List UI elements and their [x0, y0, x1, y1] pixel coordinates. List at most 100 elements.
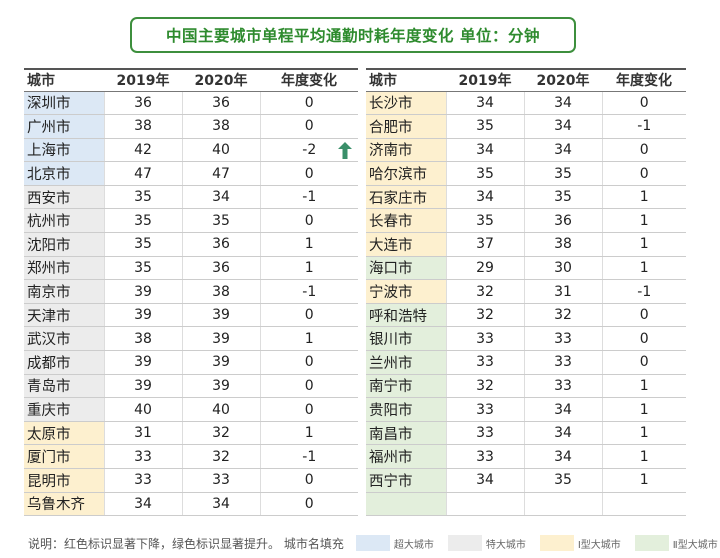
table-row: 沈阳市 35 36 1: [24, 232, 358, 257]
table-row: [366, 492, 686, 517]
change-cell: 0: [260, 374, 358, 399]
change-cell: 1: [602, 185, 686, 210]
value-2020-cell: 40: [182, 138, 261, 163]
column-header-2019: 2019年: [104, 68, 182, 92]
legend-label: Ⅱ型大城市: [672, 539, 718, 551]
value-2020-cell: 39: [182, 350, 261, 375]
legend-label: Ⅰ型大城市: [577, 539, 621, 551]
table-row: 宁波市 32 31 -1: [366, 279, 686, 304]
change-cell: 0: [602, 138, 686, 163]
legend-item-type1: Ⅰ型大城市: [539, 535, 621, 551]
value-2020-cell: 38: [182, 114, 261, 139]
table-row: 杭州市 35 35 0: [24, 208, 358, 234]
change-cell: 0: [602, 91, 686, 116]
column-header-city: 城市: [366, 68, 446, 92]
table-row: 天津市 39 39 0: [24, 303, 358, 328]
column-header-2020: 2020年: [182, 68, 260, 92]
city-name-cell: 西安市: [24, 185, 105, 210]
value-2019-cell: 35: [446, 114, 525, 139]
value-2020-cell: [524, 492, 603, 517]
change-cell: 1: [602, 374, 686, 399]
value-2020-cell: 38: [182, 279, 261, 304]
table-header-row: 城市 2019年 2020年 年度变化: [24, 68, 358, 92]
value-2020-cell: 35: [524, 468, 603, 493]
city-name-cell: 福州市: [366, 444, 447, 469]
table-row: 福州市 33 34 1: [366, 444, 686, 469]
column-header-change: 年度变化: [260, 68, 358, 92]
city-name-cell: 重庆市: [24, 397, 105, 422]
value-2019-cell: 35: [104, 256, 183, 281]
table-row: 合肥市 35 34 -1: [366, 114, 686, 139]
value-2020-cell: 32: [182, 444, 261, 469]
value-2020-cell: 36: [182, 232, 261, 257]
value-2020-cell: 34: [182, 492, 261, 517]
table-row: 武汉市 38 39 1: [24, 326, 358, 352]
city-name-cell: 济南市: [366, 138, 447, 163]
table-row: 西安市 35 34 -1: [24, 185, 358, 210]
value-2019-cell: 35: [446, 161, 525, 186]
value-2019-cell: 40: [104, 397, 183, 422]
legend-swatch: [634, 535, 669, 551]
change-cell: [602, 492, 686, 517]
city-name-cell: 西宁市: [366, 468, 447, 493]
change-cell: 1: [602, 232, 686, 257]
value-2019-cell: 35: [104, 232, 183, 257]
change-cell: 0: [260, 350, 358, 375]
value-2020-cell: 38: [524, 232, 603, 257]
value-2019-cell: 33: [446, 421, 525, 446]
table-row: 长春市 35 36 1: [366, 208, 686, 234]
city-name-cell: 北京市: [24, 161, 105, 186]
table-row: 济南市 34 34 0: [366, 138, 686, 163]
city-name-cell: 乌鲁木齐: [24, 492, 105, 517]
value-2020-cell: 36: [524, 208, 603, 234]
table-row: 重庆市 40 40 0: [24, 397, 358, 422]
value-2020-cell: 32: [182, 421, 261, 446]
column-header-2020: 2020年: [524, 68, 602, 92]
value-2020-cell: 33: [524, 326, 603, 352]
value-2020-cell: 47: [182, 161, 261, 186]
city-name-cell: 长春市: [366, 208, 447, 234]
value-2019-cell: 33: [446, 444, 525, 469]
change-cell: 0: [602, 326, 686, 352]
change-cell: 0: [260, 468, 358, 493]
value-2020-cell: 33: [524, 374, 603, 399]
table-row: 兰州市 33 33 0: [366, 350, 686, 375]
city-name-cell: 青岛市: [24, 374, 105, 399]
city-name-cell: 海口市: [366, 256, 447, 281]
change-cell: 1: [602, 256, 686, 281]
footnote: 说明：红色标识显著下降，绿色标识显著提升。 城市名填充 超大城市 特大城市 Ⅰ型…: [28, 534, 720, 552]
table-row: 海口市 29 30 1: [366, 256, 686, 281]
change-cell: 1: [260, 421, 358, 446]
change-cell: -1: [602, 114, 686, 139]
value-2020-cell: 33: [524, 350, 603, 375]
value-2020-cell: 34: [182, 185, 261, 210]
column-header-2019: 2019年: [446, 68, 524, 92]
change-cell: 0: [602, 303, 686, 328]
value-2019-cell: 35: [446, 208, 525, 234]
value-2019-cell: 31: [104, 421, 183, 446]
city-name-cell: 昆明市: [24, 468, 105, 493]
city-name-cell: 银川市: [366, 326, 447, 352]
table-row: 乌鲁木齐 34 34 0: [24, 492, 358, 517]
table-row: 哈尔滨市 35 35 0: [366, 161, 686, 186]
table-row: 昆明市 33 33 0: [24, 468, 358, 493]
city-name-cell: 哈尔滨市: [366, 161, 447, 186]
value-2020-cell: 39: [182, 326, 261, 352]
value-2020-cell: 36: [182, 91, 261, 116]
legend-label: 超大城市: [393, 539, 434, 551]
value-2020-cell: 34: [524, 421, 603, 446]
city-name-cell: 杭州市: [24, 208, 105, 234]
value-2019-cell: 34: [446, 185, 525, 210]
value-2020-cell: 34: [524, 397, 603, 422]
value-2019-cell: 35: [104, 185, 183, 210]
change-cell: -1: [260, 444, 358, 469]
value-2019-cell: 33: [446, 350, 525, 375]
table-row: 上海市 42 40 -2: [24, 138, 358, 163]
value-2020-cell: 35: [524, 161, 603, 186]
city-name-cell: 石家庄市: [366, 185, 447, 210]
value-2020-cell: 35: [524, 185, 603, 210]
column-header-city: 城市: [24, 68, 104, 92]
city-name-cell: 深圳市: [24, 91, 105, 116]
city-name-cell: 沈阳市: [24, 232, 105, 257]
city-name-cell: 成都市: [24, 350, 105, 375]
